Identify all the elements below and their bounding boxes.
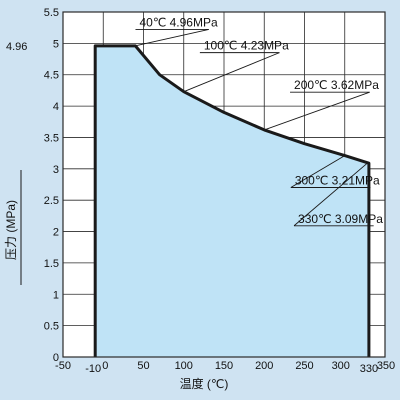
- annotation-leader: [264, 91, 370, 131]
- y-tick-labels: 0 0.5 1 1.5 2 2.5 3 3.5 4 4.5 4.96 5 5.5: [6, 7, 59, 364]
- x-tick-label: 350: [377, 360, 395, 372]
- x-tick-label: 150: [215, 360, 233, 372]
- annotation-label: 300℃ 3.21MPa: [295, 174, 380, 188]
- rating-envelope-fill: [95, 45, 369, 358]
- y-tick-label: 3: [53, 164, 59, 176]
- x-tick-label: 0: [102, 360, 108, 372]
- y-tick-label: 5.5: [44, 7, 59, 19]
- x-tick-label: -50: [55, 360, 71, 372]
- annotation-leader: [135, 28, 209, 47]
- annotation-label: 40℃ 4.96MPa: [139, 15, 218, 29]
- y-tick-label: 1.5: [44, 258, 59, 270]
- annotation-labels: 40℃ 4.96MPa 100℃ 4.23MPa 200℃ 3.62MPa 300℃ …: [139, 15, 383, 225]
- plot-frame: [62, 11, 386, 358]
- annotation-leader: [290, 155, 345, 188]
- y-tick-label: 3.5: [44, 132, 59, 144]
- annotation-label: 330℃ 3.09MPa: [298, 212, 383, 226]
- y-tick-label: 4.96: [6, 41, 27, 53]
- annotation-leader: [293, 162, 368, 227]
- annotation-leader: [183, 52, 280, 93]
- y-tick-label: 5: [53, 38, 59, 50]
- y-tick-label: 2: [53, 227, 59, 239]
- x-axis-label: 温度 (℃): [180, 376, 229, 391]
- y-tick-label: 1: [53, 289, 59, 301]
- x-tick-label: 250: [295, 360, 313, 372]
- x-tick-label: 200: [255, 360, 273, 372]
- annotation-label: 100℃ 4.23MPa: [204, 39, 289, 53]
- y-tick-label: 4.5: [44, 70, 59, 82]
- x-tick-label: 330: [360, 363, 378, 375]
- annotation-label: 200℃ 3.62MPa: [294, 78, 379, 92]
- annotation-leaders: [135, 28, 374, 227]
- rating-envelope-line: [93, 44, 371, 357]
- y-tick-label: 0: [53, 352, 59, 364]
- y-tick-label: 4: [53, 101, 59, 113]
- y-tick-label: 0.5: [44, 321, 59, 333]
- y-axis-label: 压力 (MPa): [4, 200, 18, 260]
- x-tick-label: 300: [332, 360, 350, 372]
- y-tick-label: 2.5: [44, 195, 59, 207]
- x-tick-label: 50: [137, 360, 149, 372]
- x-tick-label: -10: [85, 363, 101, 375]
- x-tick-label: 100: [175, 360, 193, 372]
